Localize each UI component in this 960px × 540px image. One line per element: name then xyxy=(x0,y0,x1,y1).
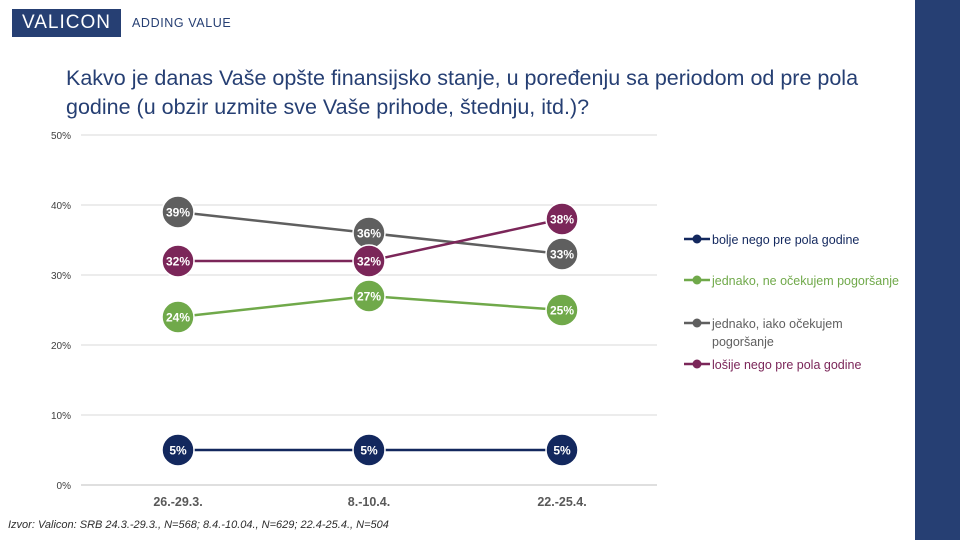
data-point xyxy=(161,244,195,278)
data-label: 5% xyxy=(169,444,187,458)
legend-marker xyxy=(684,359,710,369)
data-label: 38% xyxy=(550,213,574,227)
x-tick-label: 26.-29.3. xyxy=(153,495,202,509)
legend-dot xyxy=(692,234,702,244)
legend-label: bolje nego pre pola godine xyxy=(712,233,860,247)
data-point xyxy=(352,279,386,313)
data-label: 27% xyxy=(357,290,381,304)
y-tick-label: 30% xyxy=(51,271,71,282)
data-point xyxy=(352,433,386,467)
data-point xyxy=(352,244,386,278)
data-point xyxy=(545,202,579,236)
data-point xyxy=(161,195,195,229)
legend-label: jednako, iako očekujem pogoršanje xyxy=(712,317,843,349)
legend-label: jednako, ne očekujem pogoršanje xyxy=(712,274,899,288)
y-tick-label: 40% xyxy=(51,201,71,212)
y-tick-label: 0% xyxy=(57,481,72,492)
legend-item: lošije nego pre pola godine xyxy=(683,356,903,374)
legend-dot xyxy=(692,275,702,285)
x-tick-label: 22.-25.4. xyxy=(537,495,586,509)
right-accent-bar xyxy=(915,0,960,540)
legend-item: jednako, iako očekujem pogoršanje xyxy=(683,315,903,351)
y-tick-label: 20% xyxy=(51,341,71,352)
legend-item: jednako, ne očekujem pogoršanje xyxy=(683,272,903,290)
legend-item: bolje nego pre pola godine xyxy=(683,231,903,249)
data-point xyxy=(545,237,579,271)
data-label: 24% xyxy=(166,311,190,325)
valicon-logo: VALICON xyxy=(12,9,121,37)
legend-label: lošije nego pre pola godine xyxy=(712,358,862,372)
data-label: 5% xyxy=(553,444,571,458)
data-label: 32% xyxy=(357,255,381,269)
data-point xyxy=(545,293,579,327)
data-label: 36% xyxy=(357,227,381,241)
legend-marker xyxy=(684,318,710,328)
chart-title: Kakvo je danas Vaše opšte finansijsko st… xyxy=(66,66,859,119)
data-point xyxy=(161,433,195,467)
data-point xyxy=(545,433,579,467)
legend-dot xyxy=(692,359,702,369)
data-label: 32% xyxy=(166,255,190,269)
legend-marker xyxy=(684,275,710,285)
data-label: 39% xyxy=(166,206,190,220)
logo-text: VALICON xyxy=(21,12,111,33)
source-note: Izvor: Valicon: SRB 24.3.-29.3., N=568; … xyxy=(8,519,389,531)
data-point xyxy=(161,300,195,334)
legend-dot xyxy=(692,318,702,328)
data-label: 5% xyxy=(360,444,378,458)
tagline: ADDING VALUE xyxy=(132,16,232,30)
y-tick-label: 10% xyxy=(51,411,71,422)
x-tick-label: 8.-10.4. xyxy=(348,495,390,509)
legend-marker xyxy=(684,234,710,244)
data-label: 33% xyxy=(550,248,574,262)
data-label: 25% xyxy=(550,304,574,318)
y-tick-label: 50% xyxy=(51,131,71,142)
